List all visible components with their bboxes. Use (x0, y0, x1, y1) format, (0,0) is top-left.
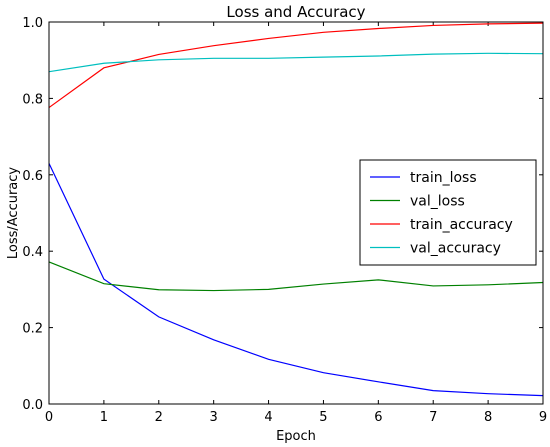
legend-label-train-accuracy: train_accuracy (410, 217, 513, 233)
x-tick-label: 5 (319, 410, 327, 425)
series-line-val-loss (48, 261, 544, 292)
series-line-val-accuracy (48, 52, 544, 73)
series-lines (48, 22, 544, 397)
x-tick-label: 4 (264, 410, 272, 425)
y-tick-label: 0.0 (22, 398, 43, 413)
x-tick-label: 8 (484, 410, 492, 425)
y-tick-label: 1.0 (22, 16, 43, 31)
x-tick-label: 7 (429, 410, 437, 425)
legend: train_loss val_loss train_accuracy val_accu… (359, 159, 537, 266)
y-tick-label: 0.6 (22, 169, 43, 184)
x-tick-label: 6 (374, 410, 382, 425)
series-line-train-loss (48, 163, 544, 397)
plot-frame (48, 21, 544, 405)
legend-label-train-loss: train_loss (410, 170, 477, 186)
series-line-train-accuracy (48, 22, 544, 109)
y-tick-label: 0.4 (22, 245, 43, 260)
x-tick-label: 9 (539, 410, 547, 425)
x-tick-label: 1 (100, 410, 108, 425)
x-axis-label: Epoch (276, 429, 316, 444)
chart-title: Loss and Accuracy (226, 3, 365, 21)
legend-label-val-loss: val_loss (410, 194, 465, 210)
y-tick-label: 0.2 (22, 322, 43, 337)
x-tick-label: 2 (155, 410, 163, 425)
y-axis-label: Loss/Accuracy (6, 167, 21, 260)
legend-label-val-accuracy: val_accuracy (410, 241, 501, 257)
x-tick-label: 3 (210, 410, 218, 425)
x-tick-label: 0 (45, 410, 53, 425)
y-tick-label: 0.8 (22, 92, 43, 107)
